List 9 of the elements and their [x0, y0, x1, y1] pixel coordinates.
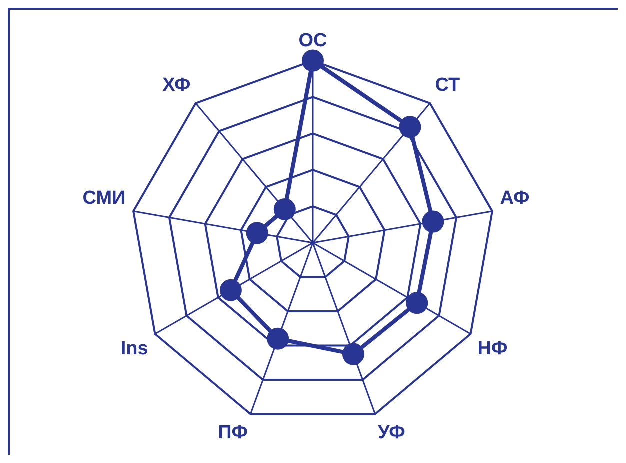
- spoke-label: АФ: [500, 188, 530, 209]
- spoke-label: УФ: [378, 422, 406, 444]
- spoke-label: СМИ: [82, 188, 126, 209]
- spoke-label: ХФ: [162, 75, 191, 96]
- spoke-label: НФ: [478, 338, 508, 360]
- spoke-label: СТ: [435, 75, 461, 96]
- spoke-label: Ins: [120, 338, 148, 360]
- spoke-label: ПФ: [218, 422, 248, 444]
- spoke-label: ОС: [298, 30, 328, 52]
